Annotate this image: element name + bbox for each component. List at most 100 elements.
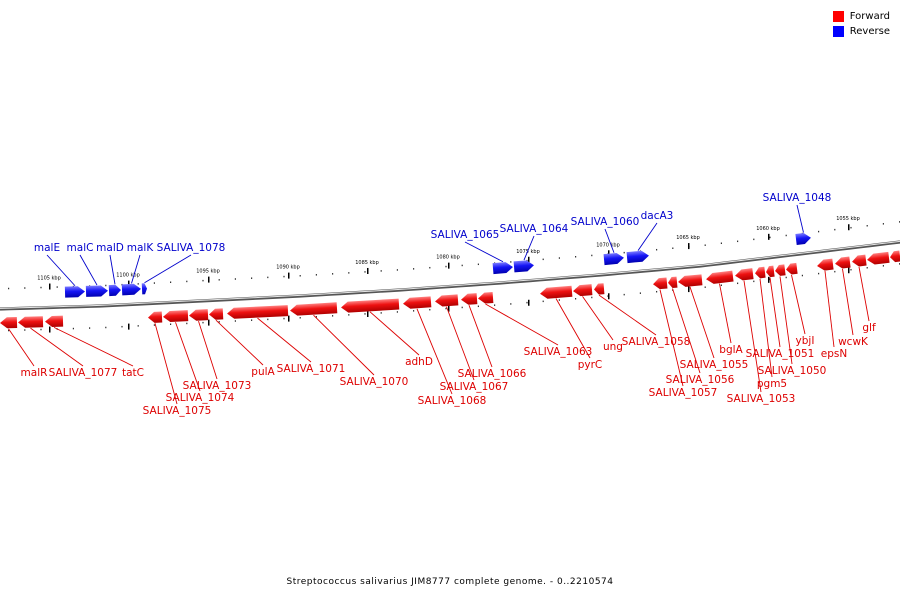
gene-saliva-1063	[478, 291, 494, 304]
gene-label-wcwk: wcwK	[838, 336, 869, 348]
minor-tick	[591, 254, 593, 257]
gene-label-saliva-1053: SALIVA_1053	[727, 393, 796, 405]
minor-tick	[396, 311, 398, 313]
major-tick	[448, 305, 450, 312]
gene-label-saliva-1071: SALIVA_1071	[277, 363, 346, 375]
minor-tick	[315, 274, 317, 276]
minor-tick	[186, 322, 188, 325]
gene-saliva-1073	[189, 309, 209, 321]
gene-label-saliva-1056: SALIVA_1056	[666, 374, 735, 386]
minor-tick	[834, 228, 836, 231]
minor-tick	[137, 325, 139, 327]
gene-saliva-1050	[775, 264, 786, 276]
gene-saliva-1051	[766, 265, 775, 278]
leader-line	[175, 322, 201, 392]
scale-label: 1080 kbp	[436, 255, 460, 261]
minor-tick	[283, 317, 285, 320]
scale-label: 1065 kbp	[676, 235, 700, 241]
leader-line	[485, 303, 559, 346]
gene-label-tatc: tatC	[122, 367, 144, 379]
gene-saliva-1057	[653, 277, 668, 290]
minor-tick	[461, 306, 463, 309]
minor-tick	[40, 328, 42, 331]
minor-tick	[8, 329, 10, 332]
minor-tick	[105, 326, 107, 329]
gene-saliva-1048	[795, 233, 811, 245]
leader-line	[109, 254, 116, 285]
gene-pgm5	[755, 266, 766, 279]
gene-label-saliva-1077: SALIVA_1077	[49, 367, 118, 379]
leader-line	[672, 288, 701, 374]
minor-tick	[623, 251, 625, 254]
minor-tick	[591, 296, 593, 299]
legend-reverse-label: Reverse	[849, 26, 890, 37]
scale-label: 1075 kbp	[516, 249, 540, 255]
forward-swatch	[832, 11, 844, 22]
minor-tick	[218, 279, 220, 281]
gene-label-saliva-1058: SALIVA_1058	[622, 336, 691, 348]
gene-label-saliva-1063: SALIVA_1063	[524, 346, 593, 358]
minor-tick	[672, 247, 674, 250]
scale-label: 1070 kbp	[596, 242, 620, 248]
gene-epsn	[817, 258, 834, 271]
minor-tick	[720, 284, 722, 287]
major-tick	[49, 326, 51, 333]
minor-tick	[251, 319, 253, 321]
leader-line	[796, 204, 804, 233]
gene-label-saliva-1065: SALIVA_1065	[431, 229, 500, 241]
major-tick	[49, 283, 51, 290]
minor-tick	[704, 286, 706, 288]
gene-label-saliva-1073: SALIVA_1073	[183, 380, 252, 392]
gene-malc	[85, 285, 108, 297]
minor-tick	[137, 283, 139, 285]
major-tick	[128, 280, 130, 287]
minor-tick	[866, 225, 868, 227]
gene-ybji	[786, 262, 798, 275]
minor-tick	[413, 268, 415, 270]
gene-label-saliva-1064: SALIVA_1064	[500, 223, 569, 235]
minor-tick	[218, 321, 220, 323]
leader-line	[555, 298, 591, 359]
gene-mald	[108, 284, 121, 297]
gene-label-saliva-1050: SALIVA_1050	[758, 365, 827, 377]
minor-tick	[348, 314, 350, 316]
gene-saliva-1064	[513, 260, 534, 273]
leader-line	[215, 319, 264, 366]
minor-tick	[364, 313, 366, 315]
leader-line	[523, 235, 535, 261]
minor-tick	[396, 269, 398, 271]
scale-label: 1090 kbp	[276, 265, 300, 271]
leader-line	[858, 266, 870, 322]
gene-daca3	[626, 250, 649, 264]
gene-label-saliva-1067: SALIVA_1067	[440, 381, 509, 393]
leader-line	[464, 241, 504, 263]
minor-tick	[575, 256, 577, 258]
gene-label-saliva-1057: SALIVA_1057	[649, 387, 718, 399]
gene-bgla	[706, 270, 734, 284]
gene-glf	[852, 254, 867, 267]
leader-line	[779, 276, 793, 365]
leader-line	[824, 270, 835, 348]
minor-tick	[202, 321, 204, 324]
major-tick	[768, 233, 770, 240]
minor-tick	[267, 318, 269, 321]
minor-tick	[656, 290, 658, 293]
minor-tick	[720, 242, 722, 245]
leader-line	[637, 222, 658, 251]
gene-saliva-1078	[141, 283, 147, 295]
scale-label: 1105 kbp	[37, 276, 61, 282]
major-tick	[367, 310, 369, 317]
legend-forward-label: Forward	[849, 11, 890, 22]
minor-tick	[429, 308, 431, 311]
major-tick	[608, 250, 610, 257]
minor-tick	[153, 282, 155, 284]
scale-label: 1060 kbp	[756, 226, 780, 232]
minor-tick	[348, 272, 350, 274]
gene-saliva-1065	[492, 262, 513, 275]
minor-tick	[639, 292, 641, 294]
leader-line	[46, 254, 76, 287]
gene-label-pgm5: pgm5	[757, 378, 787, 390]
gene-features	[0, 233, 900, 329]
gene-label-saliva-1051: SALIVA_1051	[746, 348, 815, 360]
minor-tick	[56, 286, 58, 288]
